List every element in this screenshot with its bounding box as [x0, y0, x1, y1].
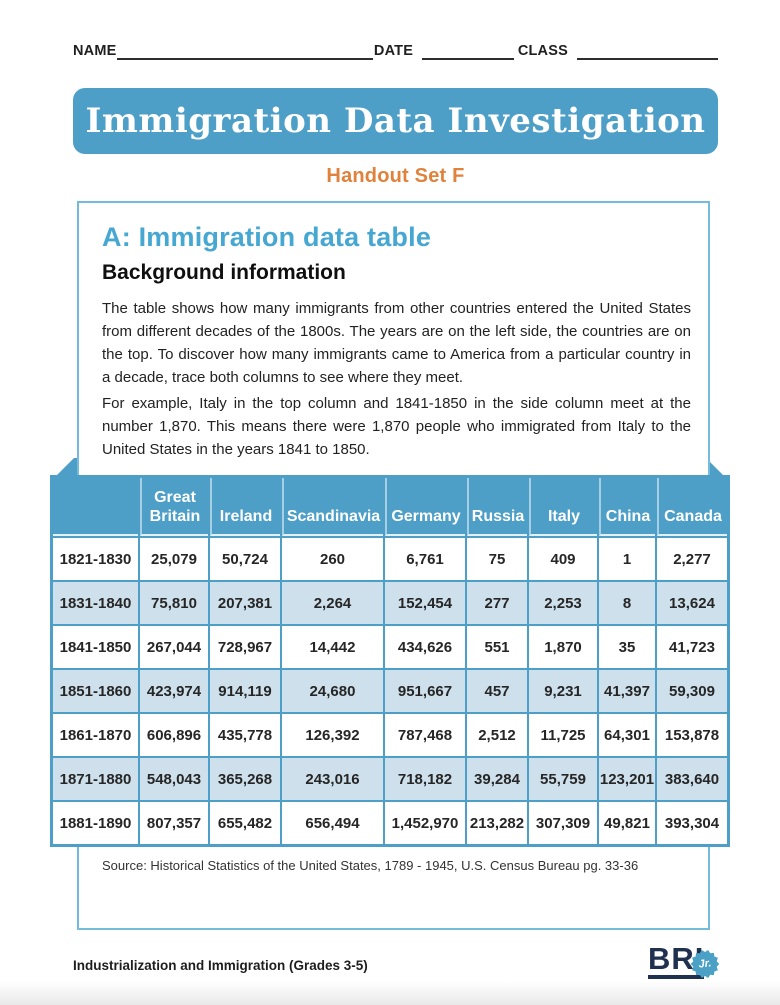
footer-title: Industrialization and Immigration (Grade…: [73, 958, 368, 973]
table-header-cell: Canada: [657, 478, 727, 536]
immigration-table: Great Britain Ireland Scandinavia Germany Ru…: [50, 475, 730, 847]
handout-subtitle: Handout Set F: [326, 165, 465, 187]
name-blank-line: [116, 44, 373, 60]
table-header-cell: Italy: [529, 478, 597, 536]
table-cell: 656,494: [282, 802, 383, 844]
table-header-cell: Scandinavia: [282, 478, 383, 536]
table-cell: 728,967: [210, 626, 280, 668]
jr-badge-shape: [690, 950, 720, 978]
table-cell: 126,392: [282, 714, 383, 756]
title-banner: Immigration Data Investigation: [73, 88, 718, 154]
table-cell: 1,870: [529, 626, 597, 668]
table-cell: 307,309: [529, 802, 597, 844]
bri-jr-logo: BRI Jr.: [648, 943, 720, 996]
table-row-label: 1881-1890: [53, 802, 138, 844]
table-header-cell: Russia: [467, 478, 527, 536]
table-cell: 2,277: [657, 538, 727, 580]
table-row-label: 1861-1870: [53, 714, 138, 756]
table-cell: 2,253: [529, 582, 597, 624]
table-cell: 718,182: [385, 758, 465, 800]
table-cell: 787,468: [385, 714, 465, 756]
table-cell: 35: [599, 626, 655, 668]
table-cell: 548,043: [140, 758, 208, 800]
name-label: NAME: [73, 43, 117, 59]
table-cell: 59,309: [657, 670, 727, 712]
table-cell: 393,304: [657, 802, 727, 844]
table-cell: 914,119: [210, 670, 280, 712]
table-cell: 606,896: [140, 714, 208, 756]
date-blank-line: [422, 44, 514, 60]
table-cell: 435,778: [210, 714, 280, 756]
table-cell: 243,016: [282, 758, 383, 800]
table-row-label: 1841-1850: [53, 626, 138, 668]
table-header-cell: Germany: [385, 478, 465, 536]
table-cell: 213,282: [467, 802, 527, 844]
table-cell: 24,680: [282, 670, 383, 712]
table-header-cell: Great Britain: [140, 478, 208, 536]
table-row-label: 1821-1830: [53, 538, 138, 580]
table-cell: 75: [467, 538, 527, 580]
fill-in-header: NAME DATE CLASS: [73, 42, 718, 60]
table-cell: 8: [599, 582, 655, 624]
table-cell: 64,301: [599, 714, 655, 756]
table-cell: 41,723: [657, 626, 727, 668]
table-cell: 383,640: [657, 758, 727, 800]
table-cell: 49,821: [599, 802, 655, 844]
table-row-label: 1831-1840: [53, 582, 138, 624]
background-paragraph-2: For example, Italy in the top column and…: [102, 395, 691, 458]
jr-badge-label: Jr.: [697, 957, 713, 971]
table-cell: 6,761: [385, 538, 465, 580]
table-cell: 951,667: [385, 670, 465, 712]
class-blank-line: [576, 44, 718, 60]
table-cell: 277: [467, 582, 527, 624]
table-cell: 423,974: [140, 670, 208, 712]
table-cell: 409: [529, 538, 597, 580]
table-cell: 267,044: [140, 626, 208, 668]
table-corner-cell: [53, 478, 138, 536]
table-cell: 434,626: [385, 626, 465, 668]
table-header-cell: Ireland: [210, 478, 280, 536]
table-cell: 55,759: [529, 758, 597, 800]
jr-badge: Jr.: [690, 949, 720, 979]
table-cell: 1: [599, 538, 655, 580]
source-citation: Source: Historical Statistics of the Uni…: [102, 858, 639, 873]
table-cell: 1,452,970: [385, 802, 465, 844]
date-label: DATE: [373, 43, 414, 59]
table-cell: 153,878: [657, 714, 727, 756]
table-header-cell: China: [599, 478, 655, 536]
class-label: CLASS: [517, 43, 568, 59]
table-cell: 41,397: [599, 670, 655, 712]
table-cell: 551: [467, 626, 527, 668]
table-cell: 260: [282, 538, 383, 580]
table-cell: 39,284: [467, 758, 527, 800]
jr-badge-seal-icon: [690, 950, 720, 978]
table-row-label: 1851-1860: [53, 670, 138, 712]
table-cell: 2,512: [467, 714, 527, 756]
table-cell: 75,810: [140, 582, 208, 624]
table-cell: 807,357: [140, 802, 208, 844]
table-cell: 365,268: [210, 758, 280, 800]
table-cell: 457: [467, 670, 527, 712]
table-cell: 123,201: [599, 758, 655, 800]
background-info-heading: Background information: [102, 261, 346, 284]
table-cell: 50,724: [210, 538, 280, 580]
table-cell: 2,264: [282, 582, 383, 624]
table-cell: 25,079: [140, 538, 208, 580]
table-cell: 9,231: [529, 670, 597, 712]
section-heading: A: Immigration data table: [102, 222, 432, 252]
table-cell: 655,482: [210, 802, 280, 844]
background-paragraph-1: The table shows how many immigrants from…: [102, 300, 691, 386]
table-cell: 207,381: [210, 582, 280, 624]
table-row-label: 1871-1880: [53, 758, 138, 800]
table-cell: 13,624: [657, 582, 727, 624]
table-cell: 11,725: [529, 714, 597, 756]
table-cell: 152,454: [385, 582, 465, 624]
page-title: Immigration Data Investigation: [85, 101, 706, 141]
table-cell: 14,442: [282, 626, 383, 668]
page-bottom-shade: [0, 981, 780, 1005]
